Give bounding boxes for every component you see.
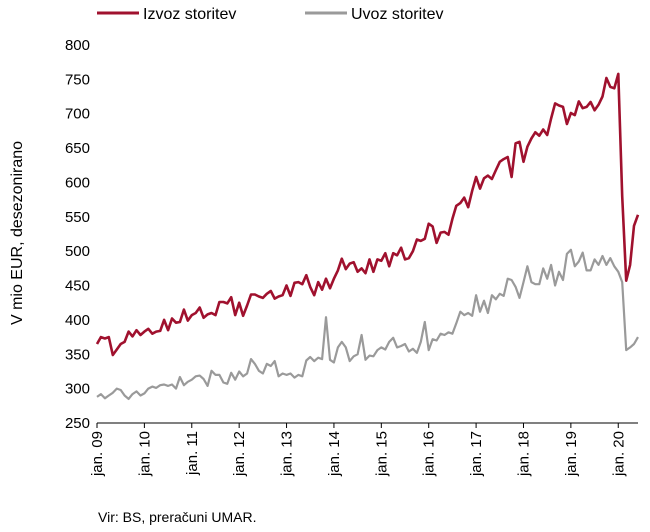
x-tick-label: jan. 14 xyxy=(326,431,343,477)
y-tick-label: 500 xyxy=(65,243,90,260)
plot-area xyxy=(95,72,640,400)
y-tick-label: 300 xyxy=(65,381,90,398)
y-tick-label: 650 xyxy=(65,140,90,157)
x-tick-label: jan. 18 xyxy=(515,431,532,477)
y-axis-label: V mio EUR, desezonirano xyxy=(9,141,26,325)
y-tick-label: 400 xyxy=(65,312,90,329)
legend: Izvoz storitev Uvoz storitev xyxy=(97,6,443,23)
source-note: Vir: BS, preračuni UMAR. xyxy=(98,509,256,525)
x-axis: jan. 09 jan. 10 jan. 11 jan. 12 jan. 13 jan. … xyxy=(89,422,638,477)
y-tick-label: 700 xyxy=(65,106,90,123)
x-tick-label: jan. 11 xyxy=(184,431,201,476)
x-tick-label: jan. 20 xyxy=(610,431,627,477)
y-tick-label: 250 xyxy=(65,415,90,432)
y-tick-label: 750 xyxy=(65,71,90,88)
y-tick-label: 350 xyxy=(65,346,90,363)
y-axis: 250 300 350 400 450 500 550 600 650 700 750 800 xyxy=(65,37,90,432)
x-tick-label: jan. 17 xyxy=(468,431,485,477)
x-tick-label: jan. 15 xyxy=(373,431,390,477)
legend-label-export: Izvoz storitev xyxy=(143,6,236,23)
series-line-import xyxy=(96,248,639,400)
y-tick-label: 450 xyxy=(65,278,90,295)
legend-item-import: Uvoz storitev xyxy=(305,6,443,23)
legend-label-import: Uvoz storitev xyxy=(351,6,443,23)
y-tick-label: 550 xyxy=(65,209,90,226)
x-tick-label: jan. 13 xyxy=(279,431,296,477)
x-tick-label: jan. 16 xyxy=(421,431,438,477)
legend-item-export: Izvoz storitev xyxy=(97,6,236,23)
x-tick-label: jan. 19 xyxy=(563,431,580,477)
y-tick-label: 800 xyxy=(65,37,90,54)
y-tick-label: 600 xyxy=(65,174,90,191)
x-tick-label: jan. 10 xyxy=(136,431,153,477)
series-line-export xyxy=(95,72,640,357)
x-tick-label: jan. 09 xyxy=(89,431,106,477)
x-tick-label: jan. 12 xyxy=(231,431,248,477)
